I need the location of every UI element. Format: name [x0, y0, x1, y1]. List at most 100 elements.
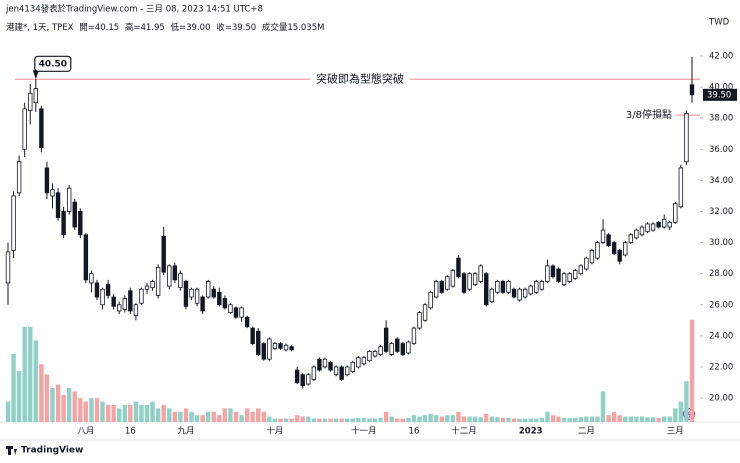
candle-body [406, 341, 411, 354]
volume-bar [322, 418, 328, 422]
volume-bar [600, 391, 606, 422]
volume-bar [294, 415, 300, 422]
volume-bar [22, 326, 27, 422]
volume-bar [133, 401, 139, 422]
candle-body [595, 242, 600, 259]
candle-body [428, 291, 433, 309]
candle-body [250, 327, 255, 345]
x-tick-label: 三月 [667, 427, 684, 437]
volume-bar [189, 411, 194, 422]
candle-body [506, 281, 511, 293]
volume-bar [350, 418, 355, 422]
candle-body [534, 281, 539, 293]
volume-bar [194, 415, 200, 422]
volume-bar [372, 418, 378, 422]
candle-body [361, 357, 367, 365]
y-tick-label: 24.00 [709, 331, 733, 341]
volume-bar [117, 408, 122, 422]
candle-body [317, 358, 322, 371]
candle-body [456, 257, 461, 278]
candle-body [634, 229, 639, 239]
volume-bar [339, 418, 344, 422]
candle-body [150, 281, 155, 289]
volume-bar [506, 417, 511, 422]
candle-body [645, 223, 650, 233]
volume-bar [517, 418, 522, 422]
candle-body [528, 285, 533, 295]
y-tick-label: 28.00 [709, 269, 733, 279]
candle-body [661, 218, 667, 228]
volume-bar [561, 417, 567, 422]
volume-bar [172, 411, 178, 422]
candle-body [66, 187, 72, 212]
candle-body [122, 298, 127, 310]
candle-body [272, 343, 278, 349]
volume-bar [428, 413, 433, 422]
volume-bar [528, 418, 533, 422]
volume-bar [100, 401, 105, 422]
y-tick-label: 36.00 [709, 145, 733, 155]
candle-body [155, 267, 161, 296]
candle-body [339, 366, 344, 380]
volume-bar [16, 371, 22, 422]
candle-body [139, 288, 144, 304]
x-tick-label: 16 [409, 427, 420, 437]
candle-body [345, 366, 350, 376]
candle-body [511, 288, 517, 298]
volume-bar [150, 401, 155, 422]
candle-body [584, 257, 589, 270]
header: jen4134發表於TradingView.com - 三月 08, 2023 … [5, 4, 263, 15]
candle-body [133, 304, 139, 317]
volume-bar [250, 411, 255, 422]
volume-bar [50, 388, 55, 422]
volume-bar [217, 415, 222, 422]
y-tick-label: 22.00 [709, 362, 733, 372]
candle-body [256, 330, 261, 355]
volume-bar [478, 417, 483, 422]
volume-bar [645, 417, 650, 422]
volume-bar [311, 418, 317, 422]
callout-label: 40.50 [39, 59, 67, 69]
logo-mark [6, 446, 17, 455]
candle-body [689, 84, 695, 96]
annotation-text: 3/8停損點 [626, 108, 672, 121]
volume-bar [650, 417, 656, 422]
volume-bar [417, 416, 422, 422]
candle-body [400, 343, 406, 355]
candle-body [189, 288, 194, 298]
info-volume: 成交量15.035M [262, 22, 325, 33]
volume-bar [28, 326, 33, 422]
volume-bar [228, 408, 233, 422]
y-tick-label: 38.00 [709, 114, 733, 124]
volume-bar [511, 418, 517, 422]
volume-bar [522, 418, 528, 422]
volume-bar [261, 411, 267, 422]
candle-body [467, 273, 472, 290]
candle-body [561, 273, 567, 285]
candle-body [461, 273, 467, 293]
candle-body [439, 281, 444, 293]
candle-body [183, 281, 189, 307]
volume-bar [183, 408, 189, 422]
candle-body [378, 346, 383, 355]
candle-body [11, 195, 16, 251]
volume-bar [333, 418, 339, 422]
candle-body [28, 92, 33, 111]
candle-body [328, 361, 333, 371]
candle-body [83, 234, 89, 281]
candle-body [573, 270, 578, 279]
candle-body [411, 327, 417, 345]
volume-bar [139, 405, 144, 422]
volume-bar [623, 416, 628, 422]
volume-bar [317, 418, 322, 422]
x-tick-label: 八月 [77, 427, 94, 437]
volume-bar [167, 408, 172, 422]
candle-body [606, 234, 611, 247]
info-high: 高=41.95 [125, 22, 165, 33]
volume-bar [89, 398, 94, 422]
candle-body [422, 304, 428, 321]
volume-bar [550, 415, 556, 422]
candle-body [472, 273, 478, 285]
volume-bar [484, 413, 489, 422]
x-tick-label: 16 [125, 427, 136, 437]
